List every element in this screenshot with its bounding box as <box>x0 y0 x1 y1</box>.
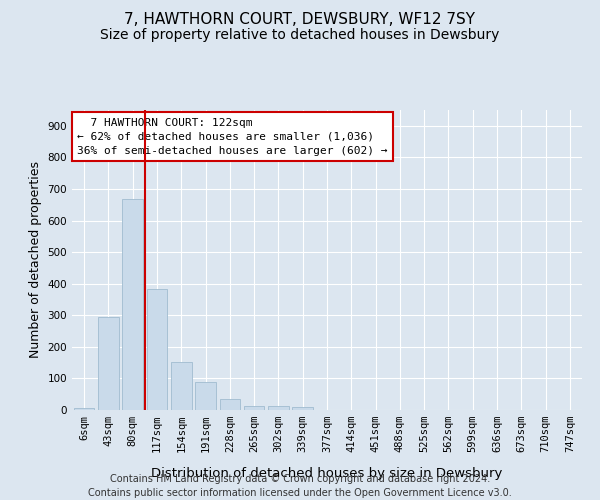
Bar <box>292 407 313 410</box>
Text: Size of property relative to detached houses in Dewsbury: Size of property relative to detached ho… <box>100 28 500 42</box>
Bar <box>220 399 240 410</box>
Bar <box>98 317 119 410</box>
Bar <box>244 406 265 410</box>
Text: 7 HAWTHORN COURT: 122sqm
← 62% of detached houses are smaller (1,036)
36% of sem: 7 HAWTHORN COURT: 122sqm ← 62% of detach… <box>77 118 388 156</box>
Bar <box>74 408 94 410</box>
Text: 7, HAWTHORN COURT, DEWSBURY, WF12 7SY: 7, HAWTHORN COURT, DEWSBURY, WF12 7SY <box>125 12 476 28</box>
Bar <box>268 406 289 410</box>
Bar <box>146 289 167 410</box>
Bar <box>195 382 216 410</box>
Text: Distribution of detached houses by size in Dewsbury: Distribution of detached houses by size … <box>151 467 503 480</box>
Text: Contains HM Land Registry data © Crown copyright and database right 2024.
Contai: Contains HM Land Registry data © Crown c… <box>88 474 512 498</box>
Bar <box>171 362 191 410</box>
Y-axis label: Number of detached properties: Number of detached properties <box>29 162 42 358</box>
Bar <box>122 199 143 410</box>
